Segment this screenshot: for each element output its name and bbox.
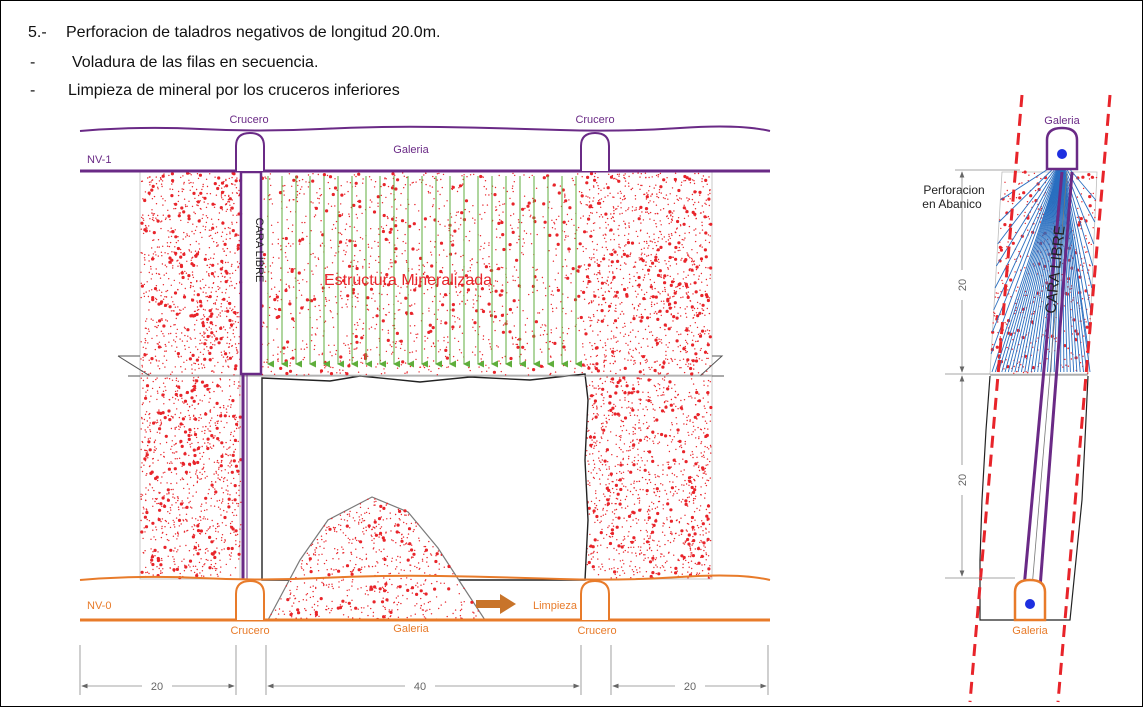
dimension-right: 20: [684, 681, 696, 693]
header-line-2: Voladura de las filas en secuencia.: [72, 54, 319, 71]
fan-drilling-label-line2: en Abanico: [922, 197, 982, 211]
profile-dimension-lines: [945, 169, 1020, 579]
ore-body-label: Estructura Mineralizada: [324, 272, 492, 289]
gallery-bottom-label: Galeria: [393, 623, 429, 635]
drill-holes: [267, 176, 582, 368]
blast-hole-bottom: [1025, 599, 1035, 609]
profile-dimension-lower: 20: [957, 474, 969, 486]
dimension-lines: [79, 645, 769, 695]
pillar-right: [584, 375, 713, 580]
crosscut-bottom-left: [235, 579, 265, 620]
blast-hole-top: [1057, 149, 1067, 159]
fan-drilling-label-line1: Perforacion: [923, 183, 984, 197]
fan-drill-holes: [990, 159, 1097, 373]
fault-line-right: [1056, 94, 1112, 703]
ore-speckles: [140, 171, 713, 580]
lower-level-label: NV-0: [87, 600, 111, 612]
mucking-arrow-icon: [476, 594, 516, 614]
gallery-top-label: Galeria: [393, 144, 429, 156]
fault-line-left: [968, 94, 1024, 703]
header-line-1: Perforacion de taladros negativos de lon…: [66, 24, 441, 41]
dimension-center: 40: [414, 681, 426, 693]
dimension-left: 20: [151, 681, 163, 693]
crosscut-bottom-left-label: Crucero: [230, 625, 269, 637]
muck-pile-speckles: [270, 498, 479, 622]
muck-pile: [267, 496, 487, 621]
cross-section: CARA LIBRE Estructura Mineralizada NV-1 …: [79, 114, 771, 695]
lower-level-roof: [79, 574, 771, 581]
crosscut-top-left-label: Crucero: [229, 114, 268, 126]
header-line-3-marker: -: [30, 82, 36, 99]
upper-level-surface: [79, 125, 771, 132]
mucking-label: Limpieza: [533, 600, 578, 612]
upper-level-label: NV-1: [87, 154, 111, 166]
free-face-label: CARA LIBRE: [253, 218, 265, 283]
crosscut-top-right: [580, 131, 610, 171]
profile-dimension-upper: 20: [957, 279, 969, 291]
profile-gallery-bottom-label: Galeria: [1012, 625, 1048, 637]
profile-gallery-top-label: Galeria: [1044, 115, 1080, 127]
longitudinal-profile: CARA LIBRE Galeria Galeria Perforacion e…: [922, 94, 1112, 703]
header-line-3: Limpieza de mineral por los cruceros inf…: [68, 82, 400, 99]
crosscut-bottom-right-label: Crucero: [577, 625, 616, 637]
crosscut-bottom-right: [580, 579, 610, 620]
crosscut-top-right-label: Crucero: [575, 114, 614, 126]
profile-gallery-top: [1045, 126, 1079, 171]
crosscut-top-left: [235, 131, 265, 171]
profile-raise-right: [1038, 171, 1074, 589]
header-line-1-marker: 5.-: [28, 24, 47, 41]
profile-raise-left: [1022, 171, 1064, 589]
header-line-2-marker: -: [30, 54, 36, 71]
